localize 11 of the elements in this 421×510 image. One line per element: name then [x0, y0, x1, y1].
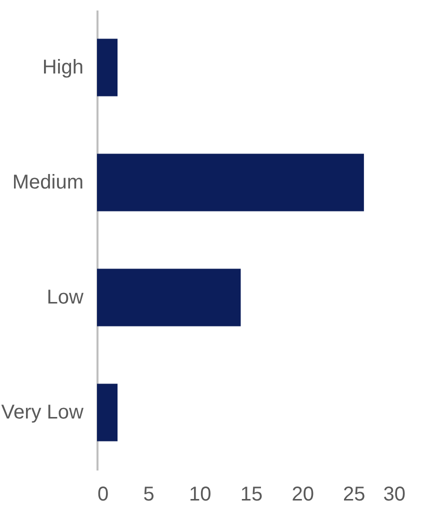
x-tick-label: 0	[98, 484, 109, 506]
y-tick-label: Low	[46, 286, 84, 308]
y-tick-label: High	[42, 56, 84, 78]
y-tick-label: Medium	[12, 172, 84, 194]
x-tick-label: 25	[343, 484, 366, 506]
y-tick-label: Very Low	[1, 402, 84, 424]
x-tick-label: 20	[292, 484, 314, 506]
x-tick-label: 5	[143, 484, 154, 506]
x-tick-label: 15	[240, 484, 263, 506]
x-tick-label: 30	[383, 484, 406, 506]
x-tick-label: 10	[189, 484, 212, 506]
